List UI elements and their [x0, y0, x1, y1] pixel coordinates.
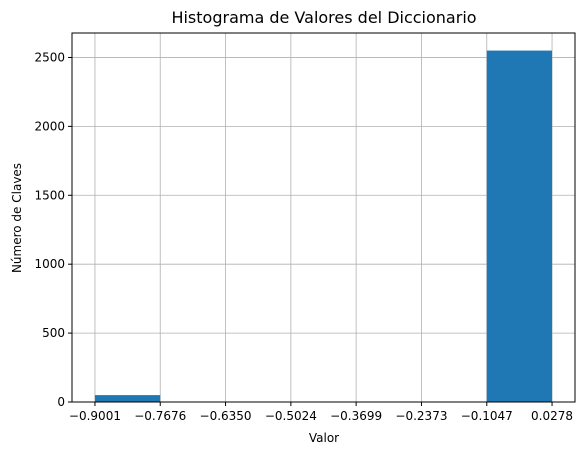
y-tick-label: 1500: [34, 188, 65, 202]
y-axis-ticks: 0 500 1000 1500 2000 2500: [34, 50, 72, 409]
x-tick-label: −0.9001: [69, 409, 121, 423]
y-tick-label: 2000: [34, 119, 65, 133]
x-tick-label: −0.5024: [265, 409, 317, 423]
histogram-bar-6: [487, 51, 552, 402]
bars: [95, 51, 552, 402]
y-tick-label: 1000: [34, 257, 65, 271]
y-tick-label: 2500: [34, 50, 65, 64]
chart-title: Histograma de Valores del Diccionario: [171, 8, 476, 27]
x-axis-ticks: −0.9001 −0.7676 −0.6350 −0.5024 −0.3699 −0.23…: [69, 402, 573, 423]
x-tick-label: −0.3699: [330, 409, 382, 423]
histogram-bar-0: [95, 395, 160, 402]
x-tick-label: 0.0278: [531, 409, 573, 423]
x-tick-label: −0.2373: [395, 409, 447, 423]
x-tick-label: −0.1047: [461, 409, 513, 423]
y-tick-label: 0: [57, 395, 65, 409]
x-tick-label: −0.6350: [200, 409, 252, 423]
x-tick-label: −0.7676: [134, 409, 186, 423]
x-axis-label: Valor: [309, 431, 339, 445]
y-axis-label: Número de Claves: [10, 163, 24, 273]
y-tick-label: 500: [42, 326, 65, 340]
